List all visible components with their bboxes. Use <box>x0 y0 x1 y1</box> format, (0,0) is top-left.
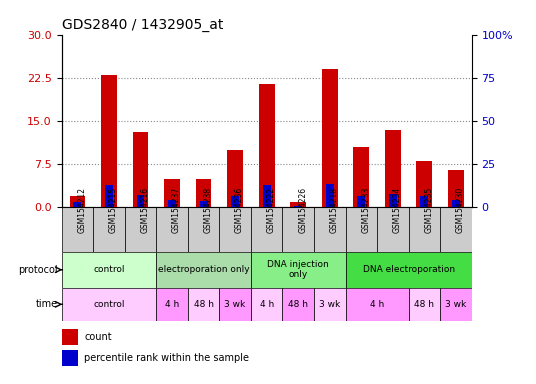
Bar <box>291 202 306 207</box>
Bar <box>251 207 282 252</box>
Bar <box>346 288 408 321</box>
Text: 48 h: 48 h <box>414 300 434 309</box>
Bar <box>219 288 251 321</box>
Bar <box>93 207 125 252</box>
Bar <box>322 69 338 207</box>
Bar <box>326 184 334 207</box>
Bar <box>168 200 176 207</box>
Bar <box>314 207 346 252</box>
Text: 4 h: 4 h <box>370 300 384 309</box>
Text: GSM154237: GSM154237 <box>172 187 181 233</box>
Text: GSM154238: GSM154238 <box>204 187 213 233</box>
Bar <box>62 207 93 252</box>
Bar <box>164 179 180 207</box>
Bar <box>294 206 302 207</box>
Bar <box>62 329 78 345</box>
Bar <box>132 132 148 207</box>
Text: GSM154216: GSM154216 <box>140 187 150 233</box>
Text: GSM154222: GSM154222 <box>267 187 276 233</box>
Text: control: control <box>93 300 125 309</box>
Bar <box>62 252 157 288</box>
Bar <box>282 288 314 321</box>
Bar <box>137 195 144 207</box>
Bar <box>314 288 346 321</box>
Text: GSM154233: GSM154233 <box>361 187 370 233</box>
Bar <box>157 207 188 252</box>
Bar <box>346 252 472 288</box>
Text: GSM154218: GSM154218 <box>330 187 339 233</box>
Bar <box>70 196 85 207</box>
Text: 3 wk: 3 wk <box>445 300 466 309</box>
Bar <box>263 185 271 207</box>
Bar <box>105 185 113 207</box>
Text: GSM154215: GSM154215 <box>109 187 118 233</box>
Bar <box>125 207 157 252</box>
Bar <box>219 207 251 252</box>
Bar <box>353 147 369 207</box>
Bar <box>448 170 464 207</box>
Bar <box>416 161 432 207</box>
Bar <box>101 75 117 207</box>
Bar <box>389 194 397 207</box>
Bar <box>346 207 377 252</box>
Bar <box>157 288 188 321</box>
Bar <box>408 207 440 252</box>
Text: 3 wk: 3 wk <box>225 300 245 309</box>
Text: DNA electroporation: DNA electroporation <box>362 265 455 274</box>
Text: GDS2840 / 1432905_at: GDS2840 / 1432905_at <box>62 18 223 32</box>
Text: 48 h: 48 h <box>193 300 213 309</box>
Text: control: control <box>93 265 125 274</box>
Bar <box>452 200 460 207</box>
Bar <box>408 288 440 321</box>
Bar <box>199 201 207 207</box>
Text: GSM154235: GSM154235 <box>425 187 434 233</box>
Bar <box>358 196 365 207</box>
Bar <box>385 130 401 207</box>
Bar <box>251 252 346 288</box>
Text: count: count <box>84 333 112 343</box>
Text: DNA injection
only: DNA injection only <box>267 260 329 280</box>
Bar <box>231 196 239 207</box>
Bar <box>420 196 428 207</box>
Bar <box>196 179 212 207</box>
Text: 4 h: 4 h <box>165 300 179 309</box>
Bar <box>377 207 408 252</box>
Bar <box>73 202 81 207</box>
Bar <box>251 288 282 321</box>
Text: percentile rank within the sample: percentile rank within the sample <box>84 353 249 363</box>
Text: GSM154234: GSM154234 <box>393 187 402 233</box>
Text: protocol: protocol <box>18 265 57 275</box>
Bar <box>62 288 157 321</box>
Bar <box>227 150 243 207</box>
Text: GSM154236: GSM154236 <box>235 187 244 233</box>
Bar <box>62 350 78 366</box>
Bar <box>440 288 472 321</box>
Bar <box>188 288 219 321</box>
Text: GSM154212: GSM154212 <box>77 187 86 233</box>
Text: 48 h: 48 h <box>288 300 308 309</box>
Text: GSM154230: GSM154230 <box>456 187 465 233</box>
Text: 3 wk: 3 wk <box>319 300 340 309</box>
Bar <box>282 207 314 252</box>
Bar <box>188 207 219 252</box>
Bar <box>259 84 274 207</box>
Text: 4 h: 4 h <box>259 300 274 309</box>
Bar <box>440 207 472 252</box>
Text: electroporation only: electroporation only <box>158 265 249 274</box>
Text: time: time <box>35 299 57 310</box>
Bar <box>157 252 251 288</box>
Text: GSM154226: GSM154226 <box>298 187 307 233</box>
